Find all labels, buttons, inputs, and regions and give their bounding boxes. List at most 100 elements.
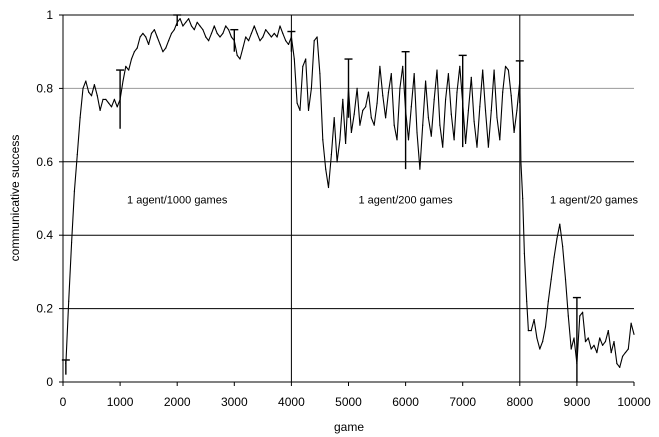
data-point-0-171 [547,300,549,302]
data-point-0-60 [236,54,238,56]
data-point-0-58 [230,36,233,38]
data-point-0-164 [527,330,529,332]
data-point-0-126 [424,80,427,82]
data-point-0-86 [310,87,312,89]
data-point-0-125 [422,124,424,126]
x-tick-label-7: 7000 [449,395,476,409]
data-point-0-66 [253,25,255,27]
data-point-0-93 [330,153,332,156]
data-point-0-89 [319,73,321,75]
data-point-0-197 [621,355,624,357]
data-point-0-104 [362,109,364,112]
data-point-0-76 [282,32,284,34]
error-bars [61,14,581,382]
data-point-0-37 [170,32,173,34]
data-point-0-140 [464,142,467,145]
data-point-0-92 [327,186,330,189]
data-point-0-64 [247,40,250,42]
data-point-0-107 [370,117,372,119]
data-point-0-186 [590,348,592,350]
y-tick-label-5: 1 [46,8,53,22]
data-point-0-68 [259,40,261,42]
data-point-0-74 [276,36,278,38]
data-point-0-44 [190,25,193,27]
data-point-0-165 [530,330,532,332]
series-line-0 [65,18,635,368]
data-point-0-53 [216,32,218,34]
phase-annotation-0: 1 agent/1000 games [127,195,228,207]
data-point-0-116 [396,139,398,141]
x-tick-label-8: 8000 [506,395,533,409]
data-point-0-15 [108,102,110,104]
data-point-0-138 [459,65,461,67]
data-point-0-112 [385,117,387,119]
data-point-0-102 [356,87,358,89]
x-tick-label-9: 9000 [564,395,591,409]
y-tick-label-2: 0.4 [36,228,53,242]
data-point-0-196 [619,366,621,368]
y-tick-label-3: 0.6 [36,155,53,169]
data-point-0-132 [442,146,444,148]
data-point-0-184 [584,341,587,343]
data-point-0-91 [325,168,327,170]
data-point-0-65 [250,32,253,34]
data-point-0-11 [96,95,98,97]
data-point-0-38 [173,29,175,31]
data-point-0-127 [427,117,430,119]
data-point-0-75 [279,25,281,27]
data-point-0-153 [502,91,504,93]
data-point-0-200 [630,322,632,324]
y-axis-label: communicative success [8,135,22,262]
data-point-0-13 [102,98,104,101]
data-point-0-156 [510,95,512,97]
data-point-0-134 [447,73,450,75]
data-point-0-31 [153,29,155,31]
x-tick-label-3: 3000 [221,395,248,409]
tick-labels: 0 0.2 0.4 0.6 0.8 1 0 1000 2000 3000 4000 5000 6000 7… [36,8,651,409]
data-point-0-27 [142,32,144,34]
gridlines [63,14,634,310]
data-point-0-176 [562,245,564,247]
data-point-0-25 [136,47,138,49]
data-point-0-21 [125,65,127,67]
data-point-0-133 [444,98,447,101]
data-point-0-109 [376,102,378,104]
data-point-0-193 [610,352,612,354]
data-point-0-49 [205,36,207,38]
data-point-0-57 [227,29,230,31]
data-point-0-122 [413,73,415,75]
data-point-0-183 [582,311,584,313]
x-tick-label-6: 6000 [392,395,419,409]
data-point-0-35 [165,47,167,49]
data-point-0-162 [523,252,525,255]
data-point-0-90 [322,139,324,141]
data-point-0-26 [139,36,141,38]
data-point-0-113 [387,91,390,93]
x-axis-label: game [334,420,364,434]
data-point-0-101 [353,113,355,115]
data-point-0-43 [188,18,190,20]
data-point-0-69 [262,36,264,38]
data-point-0-114 [390,73,392,75]
data-point-0-55 [222,32,224,34]
data-point-0-3 [73,190,76,192]
data-point-0-199 [627,348,629,350]
data-point-0-174 [556,238,558,240]
data-point-0-50 [208,40,210,42]
data-point-0-12 [99,109,101,112]
data-point-0-36 [168,40,170,42]
data-point-0-124 [419,168,421,170]
data-point-0-148 [487,146,489,148]
data-point-0-192 [607,330,609,332]
data-point-0-8 [88,91,90,93]
data-point-0-151 [496,117,498,119]
data-point-0-106 [367,91,370,93]
data-point-0-29 [148,43,150,45]
data-point-0-160 [520,161,522,163]
data-point-0-145 [479,106,481,108]
data-point-0-62 [242,47,244,49]
data-point-0-16 [110,106,113,108]
data-point-0-30 [150,32,153,34]
data-point-0-24 [133,51,135,53]
data-point-0-22 [128,69,130,71]
